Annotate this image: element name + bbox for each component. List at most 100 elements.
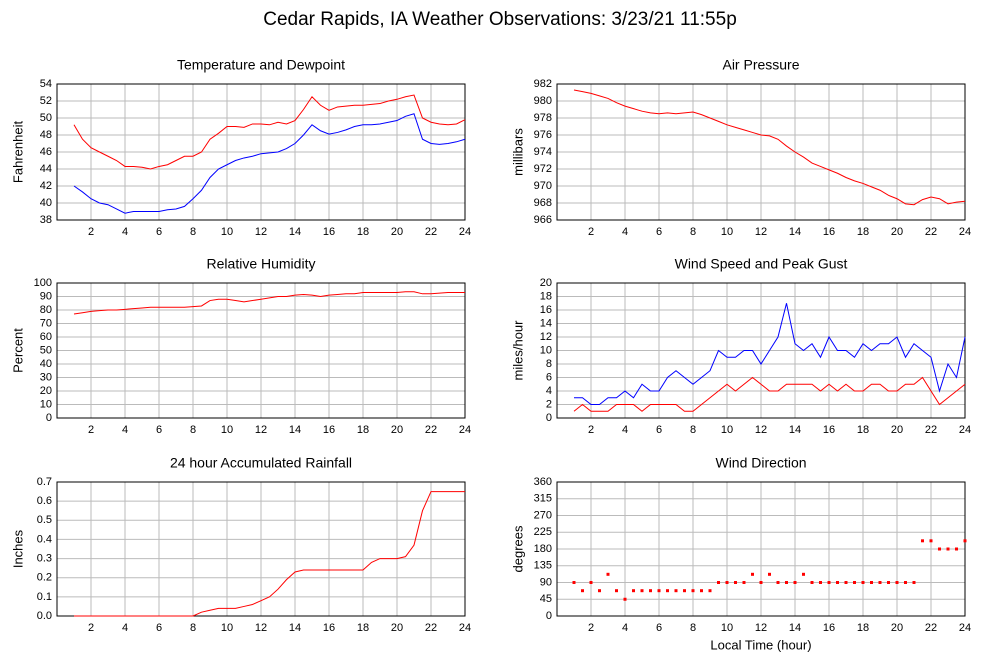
x-tick-label: 16: [823, 226, 835, 238]
x-tick-label: 8: [690, 424, 696, 436]
x-tick-label: 10: [221, 226, 233, 238]
y-tick-label: 966: [534, 214, 552, 226]
chart-title: Air Pressure: [722, 57, 799, 73]
data-line: [574, 303, 966, 405]
data-point: [785, 581, 788, 584]
data-point: [861, 581, 865, 584]
x-tick-label: 12: [255, 622, 267, 634]
data-point: [819, 581, 822, 584]
x-tick-label: 18: [357, 424, 369, 436]
x-tick-label: 6: [656, 226, 662, 238]
data-point: [759, 581, 763, 584]
data-point: [912, 581, 916, 584]
data-point: [946, 547, 950, 551]
x-tick-label: 18: [857, 226, 869, 238]
y-tick-label: 2: [546, 398, 552, 410]
data-point: [657, 589, 661, 593]
y-tick-label: 0.7: [37, 476, 52, 488]
data-point: [589, 581, 593, 584]
y-tick-label: 0: [546, 412, 552, 424]
x-tick-label: 20: [391, 226, 403, 238]
x-tick-label: 14: [289, 424, 301, 436]
x-axis-label: Local Time (hour): [710, 637, 811, 652]
data-point: [742, 581, 746, 584]
x-tick-label: 4: [122, 622, 128, 634]
x-tick-label: 8: [190, 622, 196, 634]
x-tick-label: 4: [622, 424, 628, 436]
x-tick-label: 12: [755, 226, 767, 238]
data-point: [691, 589, 695, 593]
y-tick-label: 30: [40, 371, 52, 383]
x-tick-label: 10: [221, 622, 233, 634]
x-tick-label: 20: [891, 622, 903, 634]
y-tick-label: 0: [546, 610, 552, 622]
chart-title: Temperature and Dewpoint: [177, 57, 345, 73]
x-tick-label: 16: [323, 424, 335, 436]
data-point: [649, 589, 652, 593]
data-point: [904, 581, 907, 584]
y-tick-label: 180: [534, 543, 552, 555]
y-tick-label: 360: [534, 476, 552, 488]
x-tick-label: 2: [88, 226, 94, 238]
x-tick-label: 18: [357, 226, 369, 238]
page-title: Cedar Rapids, IA Weather Observations: 3…: [263, 9, 737, 30]
data-point: [802, 572, 805, 576]
x-tick-label: 2: [88, 424, 94, 436]
data-point: [708, 589, 712, 593]
x-tick-label: 4: [622, 622, 628, 634]
data-point: [623, 597, 627, 601]
x-tick-label: 20: [891, 226, 903, 238]
data-point: [870, 581, 873, 584]
y-tick-label: 80: [40, 304, 52, 316]
data-point: [734, 581, 737, 584]
x-tick-label: 22: [925, 622, 937, 634]
x-tick-label: 22: [925, 424, 937, 436]
y-tick-label: 10: [540, 344, 552, 356]
data-point: [776, 581, 780, 584]
y-tick-label: 980: [534, 95, 552, 107]
y-tick-label: 54: [40, 78, 52, 90]
y-tick-label: 270: [534, 509, 552, 521]
x-tick-label: 10: [721, 622, 733, 634]
x-tick-label: 8: [190, 424, 196, 436]
y-tick-label: 46: [40, 146, 52, 158]
data-point: [878, 581, 882, 584]
data-point: [581, 589, 584, 593]
data-point: [615, 589, 618, 593]
data-point: [751, 572, 754, 576]
x-tick-label: 6: [156, 424, 162, 436]
y-axis-label: miles/hour: [510, 320, 525, 381]
data-point: [844, 581, 848, 584]
x-tick-label: 24: [959, 622, 971, 634]
y-tick-label: 0.4: [37, 533, 52, 545]
y-tick-label: 20: [40, 385, 52, 397]
x-tick-label: 24: [459, 226, 471, 238]
y-tick-label: 70: [40, 317, 52, 329]
data-line: [73, 94, 466, 170]
y-tick-label: 40: [40, 197, 52, 209]
x-tick-label: 10: [721, 226, 733, 238]
x-tick-label: 16: [323, 622, 335, 634]
plot-frame: [56, 481, 466, 617]
data-point: [929, 539, 933, 543]
data-point: [887, 581, 890, 584]
y-tick-label: 0.1: [37, 591, 52, 603]
y-tick-label: 18: [540, 290, 552, 302]
y-tick-label: 50: [40, 344, 52, 356]
x-tick-label: 22: [925, 226, 937, 238]
y-tick-label: 45: [540, 593, 552, 605]
y-tick-label: 16: [540, 304, 552, 316]
data-line: [573, 89, 966, 206]
data-point: [700, 589, 703, 593]
data-line: [73, 113, 466, 214]
x-tick-label: 2: [588, 226, 594, 238]
data-line: [73, 291, 465, 315]
x-tick-label: 6: [656, 424, 662, 436]
x-tick-label: 2: [88, 622, 94, 634]
plot-frame: [56, 83, 466, 221]
x-tick-label: 16: [823, 622, 835, 634]
x-tick-label: 20: [391, 622, 403, 634]
data-line: [74, 491, 465, 617]
x-tick-label: 20: [891, 424, 903, 436]
